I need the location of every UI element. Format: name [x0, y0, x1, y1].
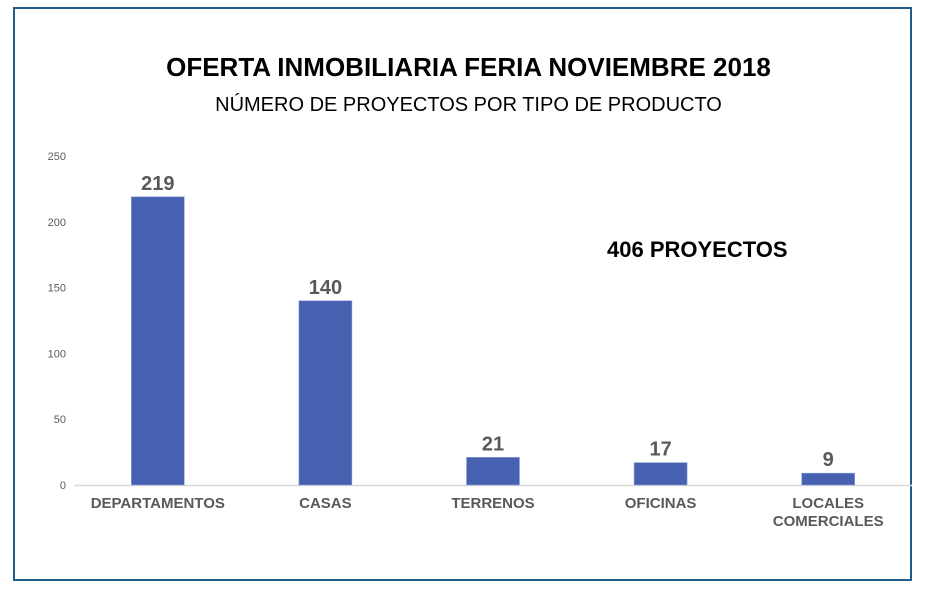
- y-tick-label: 250: [48, 151, 66, 163]
- data-label: 140: [309, 277, 342, 299]
- x-tick-label: OFICINAS: [625, 495, 697, 512]
- y-tick-label: 150: [48, 283, 66, 295]
- x-tick-label: COMERCIALES: [773, 513, 884, 530]
- data-label: 9: [823, 449, 834, 471]
- y-tick-label: 100: [48, 348, 66, 360]
- bar-casas: [298, 300, 353, 486]
- bar-terrenos: [466, 457, 520, 486]
- chart-title: OFERTA INMOBILIARIA FERIA NOVIEMBRE 2018: [166, 52, 771, 82]
- x-tick-label: DEPARTAMENTOS: [91, 495, 225, 512]
- y-tick-label: 50: [54, 414, 66, 426]
- bar-locales-comerciales: [801, 472, 856, 486]
- x-tick-label: CASAS: [299, 495, 352, 512]
- data-label: 17: [649, 439, 671, 461]
- y-tick-label: 0: [60, 480, 66, 492]
- chart-subtitle: NÚMERO DE PROYECTOS POR TIPO DE PRODUCTO: [215, 94, 722, 116]
- bar-departamentos: [131, 196, 185, 486]
- data-label: 21: [482, 433, 504, 455]
- total-projects-annotation: 406 PROYECTOS: [607, 237, 788, 262]
- data-label: 219: [141, 173, 174, 195]
- bar-oficinas: [633, 462, 688, 486]
- x-tick-label: LOCALES: [792, 495, 864, 512]
- x-tick-label: TERRENOS: [451, 495, 534, 512]
- y-tick-label: 200: [48, 217, 66, 229]
